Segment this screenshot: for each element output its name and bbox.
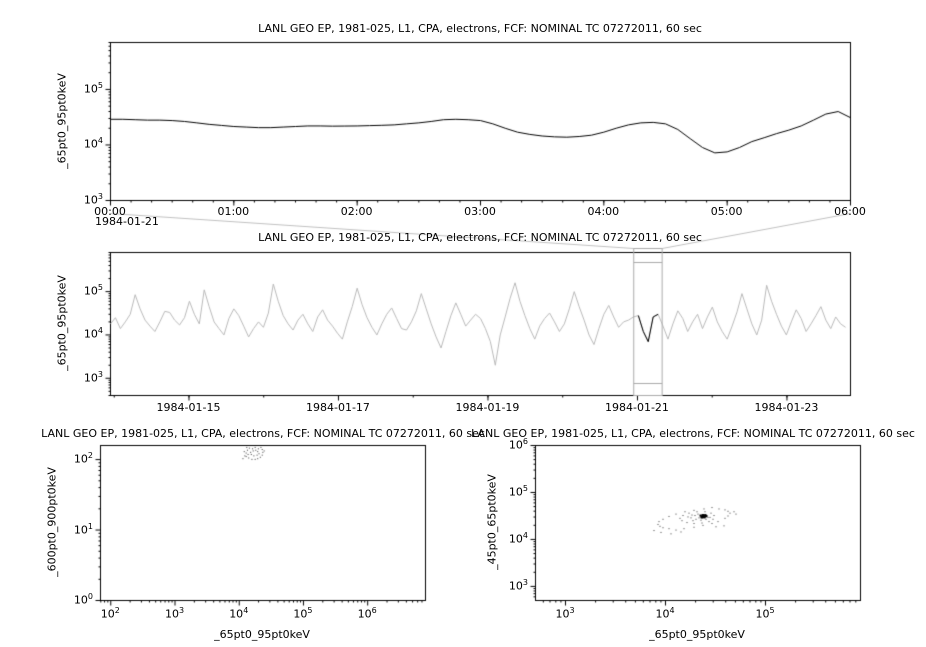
panel3-title: LANL GEO EP, 1981-025, L1, CPA, electron… bbox=[41, 427, 485, 440]
panel2-y-tick-label: 105 bbox=[83, 283, 103, 298]
panel3-x-tick-label: 102 bbox=[100, 606, 120, 621]
panel1-x-tick-label: 00:00 bbox=[94, 205, 126, 218]
panel3-y-tick-label: 100 bbox=[73, 591, 93, 607]
panel4-y-tick-label: 105 bbox=[508, 483, 528, 499]
panel1-title: LANL GEO EP, 1981-025, L1, CPA, electron… bbox=[258, 22, 702, 35]
panel3-x-tick-label: 104 bbox=[229, 606, 249, 621]
panel4-x-axis-label[interactable]: _65pt0_95pt0keV bbox=[649, 628, 745, 641]
panel1-x-tick-label: 04:00 bbox=[587, 205, 620, 218]
panel4-y-tick-label: 106 bbox=[508, 436, 528, 452]
panel2-y-tick-label: 103 bbox=[83, 369, 103, 385]
panel4-x-tick-label: 105 bbox=[755, 606, 775, 621]
panel4-y-tick-label: 104 bbox=[508, 530, 528, 546]
panel1-y-axis-label[interactable]: _65pt0_95pt0keV bbox=[55, 73, 69, 169]
panel2-x-tick-label: 1984-01-19 bbox=[455, 401, 520, 414]
panel1-y-tick-label: 104 bbox=[83, 136, 103, 152]
panel2-y-axis-label[interactable]: _65pt0_95pt0keV bbox=[55, 275, 69, 371]
panel1-x-tick-label: 02:00 bbox=[340, 205, 373, 218]
panel3-y-tick-label: 101 bbox=[73, 521, 93, 537]
panel4-y-axis-label[interactable]: _45pt0_65pt0keV bbox=[485, 474, 499, 570]
panel2-x-tick-label: 1984-01-21 bbox=[605, 401, 669, 414]
panel2-x-tick-label: 1984-01-15 bbox=[156, 401, 221, 414]
panel1-x-tick-label: 03:00 bbox=[464, 205, 496, 218]
panel4-x-tick-label: 103 bbox=[555, 606, 575, 621]
panel4-title: LANL GEO EP, 1981-025, L1, CPA, electron… bbox=[471, 427, 915, 440]
panel3-y-axis-label[interactable]: _600pt0_900pt0keV bbox=[45, 467, 59, 577]
panel2-y-tick-label: 104 bbox=[83, 326, 103, 342]
panel3-y-tick-label: 102 bbox=[73, 451, 93, 466]
panel2-x-tick-label: 1984-01-17 bbox=[306, 401, 370, 414]
panel4-x-tick-label: 104 bbox=[655, 606, 675, 621]
panel1-x-tick-label: 01:00 bbox=[217, 205, 250, 218]
panel3-x-axis-label[interactable]: _65pt0_95pt0keV bbox=[214, 628, 310, 641]
panel1-x-axis-date-label[interactable]: 1984-01-21 bbox=[95, 215, 159, 228]
panel2-x-tick-label: 1984-01-23 bbox=[754, 401, 819, 414]
panel3-x-tick-label: 103 bbox=[164, 606, 185, 621]
panel2-title: LANL GEO EP, 1981-025, L1, CPA, electron… bbox=[258, 231, 702, 244]
panel1-y-tick-label: 103 bbox=[83, 191, 103, 207]
panel1-x-tick-label: 05:00 bbox=[710, 205, 743, 218]
panel1-x-tick-label: 06:00 bbox=[834, 205, 866, 218]
panel4-y-tick-label: 103 bbox=[508, 577, 528, 593]
panel3-x-tick-label: 106 bbox=[357, 606, 377, 621]
panel1-y-tick-label: 105 bbox=[83, 80, 103, 96]
panel3-x-tick-label: 105 bbox=[293, 606, 313, 621]
